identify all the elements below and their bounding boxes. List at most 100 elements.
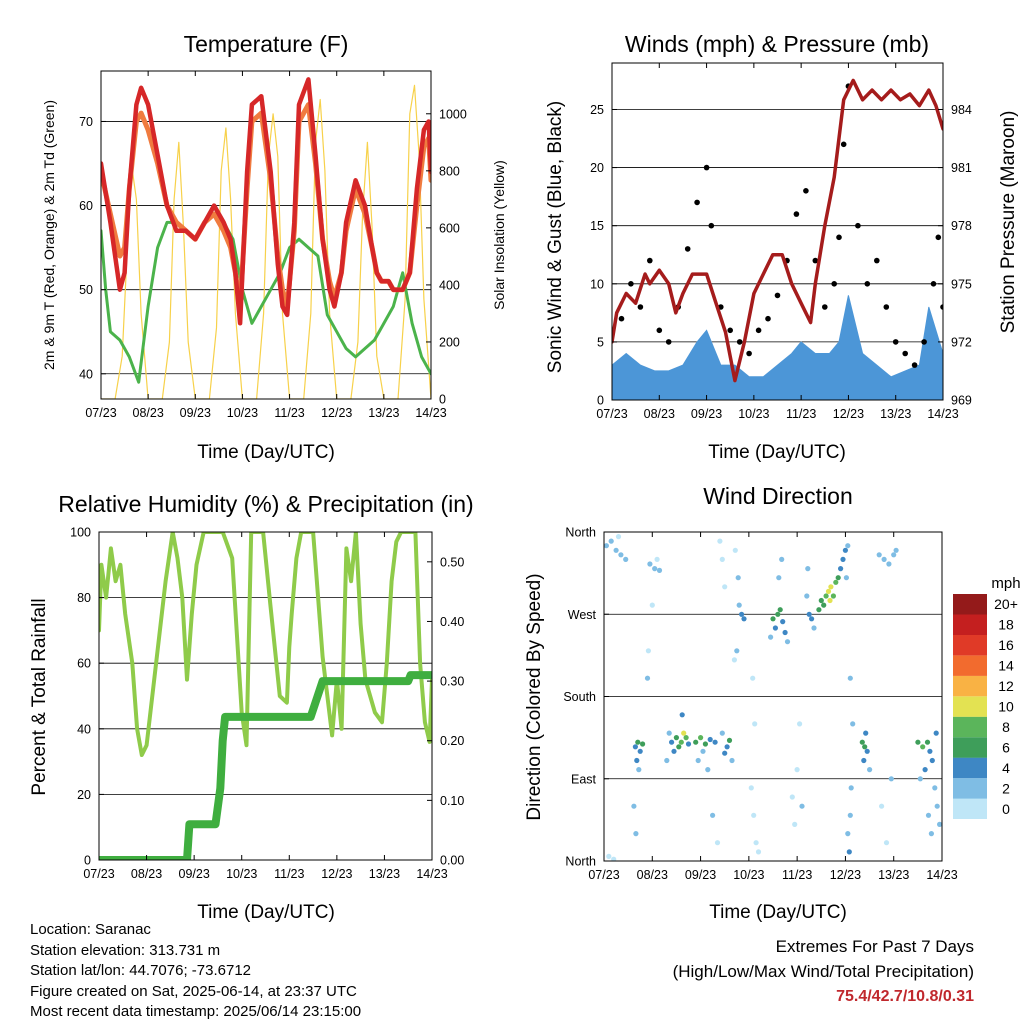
- direction-point: [850, 721, 856, 727]
- direction-point: [722, 750, 728, 756]
- direction-grid: [604, 613, 942, 780]
- x-tick-label: 10/23: [733, 868, 764, 882]
- direction-point: [666, 730, 672, 736]
- x-tick-label: 14/23: [415, 406, 446, 420]
- speed-colorbar: mph 0 2 4 6 8 10 12 14 16 18 20+: [953, 575, 1021, 819]
- x-tick-label: 08/23: [644, 407, 675, 421]
- y-tick-label: 25: [590, 103, 604, 117]
- x-tick-label: 14/23: [927, 407, 958, 421]
- direction-point: [925, 812, 932, 818]
- x-tick-label: 10/23: [738, 407, 769, 421]
- gust-point: [727, 327, 733, 334]
- direction-point: [867, 767, 873, 773]
- colorbar-label: 12: [998, 678, 1014, 694]
- gust-point: [736, 339, 743, 345]
- x-tick-label: 12/23: [833, 407, 864, 421]
- temperature-y-label: 2m & 9m T (Red, Orange) & 2m Td (Green): [41, 100, 57, 370]
- direction-point: [933, 730, 939, 736]
- colorbar-label: 10: [998, 699, 1014, 715]
- direction-point: [679, 712, 685, 718]
- gust-point: [628, 281, 634, 287]
- direction-point: [883, 840, 890, 846]
- gust-point: [656, 327, 663, 334]
- direction-point: [735, 575, 741, 581]
- gust-point: [911, 362, 918, 368]
- pressure-line: [612, 78, 943, 383]
- gust-point: [774, 292, 781, 299]
- direction-point: [782, 629, 788, 636]
- x-tick-label: 09/23: [691, 407, 722, 421]
- direction-point: [777, 607, 783, 613]
- y-tick-label: North: [565, 855, 596, 869]
- x-tick-label: 08/23: [131, 867, 162, 881]
- colorbar-cell: [953, 675, 987, 697]
- colorbar-cell: [953, 614, 987, 635]
- gust-point: [902, 350, 908, 357]
- y-tick-label: 40: [79, 367, 93, 381]
- direction-point: [736, 602, 742, 608]
- winds-y-label: Sonic Wind & Gust (Blue, Black): [545, 101, 566, 373]
- direction-point: [710, 812, 716, 818]
- y-tick-label: 15: [590, 219, 604, 233]
- direction-point: [780, 619, 786, 625]
- direction-point: [806, 611, 812, 617]
- x-tick-label: 07/23: [85, 406, 116, 420]
- direction-point: [776, 575, 782, 581]
- direction-point: [876, 552, 882, 558]
- direction-point: [838, 566, 844, 572]
- y-tick-label: 0.10: [440, 794, 464, 808]
- gust-point: [637, 304, 644, 310]
- y-tick-label: 5: [597, 335, 604, 349]
- y-tick-label: 60: [77, 657, 91, 671]
- figure-created: Figure created on Sat, 2025-06-14, at 23…: [30, 982, 357, 1000]
- direction-point: [805, 566, 811, 572]
- x-tick-label: 07/23: [588, 868, 619, 882]
- temperature-x-label: Time (Day/UTC): [197, 442, 335, 463]
- direction-point: [695, 757, 701, 764]
- gust-point: [703, 164, 710, 171]
- direction-title: Wind Direction: [703, 483, 853, 509]
- direction-point: [816, 607, 822, 613]
- direction-point: [611, 856, 617, 861]
- direction-point: [753, 840, 759, 846]
- direction-point: [917, 776, 923, 782]
- x-tick-label: 12/23: [321, 867, 352, 881]
- direction-point: [741, 616, 747, 622]
- direction-point: [631, 803, 637, 809]
- humidity-grid: [99, 531, 432, 861]
- gust-point: [883, 304, 890, 310]
- direction-point: [934, 803, 940, 809]
- colorbar-cell: [953, 737, 987, 758]
- direction-point: [848, 785, 854, 791]
- direction-point: [724, 744, 730, 750]
- station-location: Location: Saranac: [30, 921, 151, 938]
- temperature-panel: Temperature (F) 2m & 9m T (Red, Orange) …: [41, 31, 507, 463]
- y-tick-label: 0.50: [440, 555, 464, 569]
- gust-point: [892, 339, 899, 345]
- direction-point: [821, 602, 827, 608]
- y-tick-label: 984: [951, 103, 972, 117]
- direction-point: [864, 748, 870, 754]
- direction-point: [886, 561, 892, 567]
- station-info: Location: Saranac Station elevation: 313…: [30, 920, 361, 1023]
- direction-point: [847, 675, 853, 681]
- x-tick-label: 11/23: [274, 406, 304, 420]
- direction-point: [772, 625, 779, 631]
- y-tick-label: West: [568, 608, 597, 622]
- x-tick-label: 13/23: [880, 407, 911, 421]
- direction-point: [924, 739, 931, 745]
- y-tick-label: 80: [77, 591, 91, 605]
- direction-point: [649, 602, 655, 608]
- direction-point: [928, 831, 935, 837]
- y-tick-label: 0.40: [440, 615, 464, 629]
- x-tick-label: 09/23: [685, 868, 716, 882]
- temperature-series: [101, 77, 431, 399]
- direction-point: [732, 547, 738, 553]
- direction-point: [615, 534, 622, 540]
- gust-point: [803, 188, 809, 194]
- colorbar-cell: [953, 778, 987, 799]
- y-tick-label: 800: [439, 164, 460, 178]
- direction-point: [789, 794, 795, 800]
- direction-point: [920, 744, 926, 750]
